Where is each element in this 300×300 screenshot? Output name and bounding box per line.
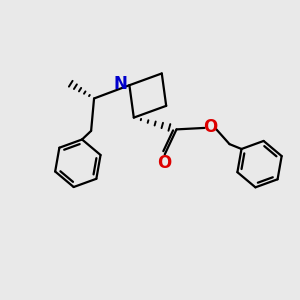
Text: O: O bbox=[157, 154, 171, 172]
Text: O: O bbox=[202, 118, 217, 136]
Text: N: N bbox=[114, 75, 128, 93]
